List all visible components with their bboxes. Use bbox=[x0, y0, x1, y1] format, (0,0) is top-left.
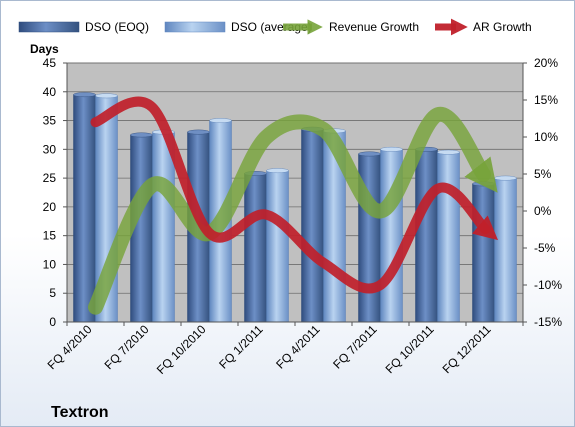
lines-group bbox=[88, 96, 499, 315]
x-tick-label: FQ 1/2011 bbox=[216, 322, 266, 372]
y-left-tick-label: 10 bbox=[43, 257, 57, 271]
company-name: Textron bbox=[51, 404, 108, 421]
bar-dso-eoq bbox=[244, 171, 267, 323]
y-right-tick-label: -5% bbox=[534, 241, 556, 255]
y-left-tick-label: 30 bbox=[43, 142, 57, 156]
bars-group bbox=[73, 92, 517, 323]
legend-swatch-dso-average bbox=[164, 21, 226, 33]
y-right-tick-label: -15% bbox=[534, 315, 562, 329]
bar-dso-eoq bbox=[73, 92, 96, 323]
bar-dso-average bbox=[494, 175, 517, 323]
legend-swatch-dso-eoq bbox=[18, 21, 80, 33]
y-left-tick-label: 40 bbox=[43, 85, 57, 99]
bar-dso-average bbox=[437, 149, 460, 323]
legend-label-dso-eoq: DSO (EOQ) bbox=[85, 20, 149, 34]
legend-label-revenue-growth: Revenue Growth bbox=[329, 20, 419, 34]
bar-dso-eoq bbox=[358, 151, 381, 323]
legend: DSO (EOQ) DSO (average) Revenue Growth A… bbox=[18, 18, 532, 36]
y-right-tick-label: 15% bbox=[534, 93, 558, 107]
x-tick-label: FQ 10/2011 bbox=[383, 322, 437, 376]
y-left-tick-label: 5 bbox=[49, 286, 56, 300]
line-ar-growth bbox=[90, 96, 499, 294]
x-tick-label: FQ 4/2011 bbox=[273, 322, 323, 372]
bar-dso-eoq bbox=[301, 126, 324, 323]
x-tick-label: FQ 7/2010 bbox=[102, 322, 152, 372]
x-tick-label: FQ 7/2011 bbox=[330, 322, 380, 372]
y-left-tick-label: 15 bbox=[43, 229, 57, 243]
y-right-tick-label: 5% bbox=[534, 167, 552, 181]
x-tick-label: FQ 10/2010 bbox=[154, 322, 209, 377]
y-right-tick-label: 10% bbox=[534, 130, 558, 144]
line-revenue-growth bbox=[88, 107, 498, 315]
y-right-tick-label: 0% bbox=[534, 204, 552, 218]
y-left-axis-title: Days bbox=[30, 42, 59, 56]
legend-label-ar-growth: AR Growth bbox=[473, 20, 532, 34]
bar-dso-eoq bbox=[415, 146, 438, 323]
bar-dso-average bbox=[152, 129, 175, 323]
y-left-tick-label: 20 bbox=[43, 200, 57, 214]
y-left-tick-label: 25 bbox=[43, 171, 57, 185]
y-right-tick-label: -10% bbox=[534, 278, 562, 292]
x-tick-label: FQ 12/2011 bbox=[440, 322, 494, 376]
y-right-tick-label: 20% bbox=[534, 56, 558, 70]
y-left-tick-label: 35 bbox=[43, 114, 57, 128]
bar-dso-average bbox=[266, 168, 289, 323]
bar-dso-eoq bbox=[472, 181, 495, 323]
y-left-tick-label: 0 bbox=[49, 315, 56, 329]
y-left-tick-label: 45 bbox=[43, 56, 57, 70]
x-tick-label: FQ 4/2010 bbox=[45, 322, 95, 372]
